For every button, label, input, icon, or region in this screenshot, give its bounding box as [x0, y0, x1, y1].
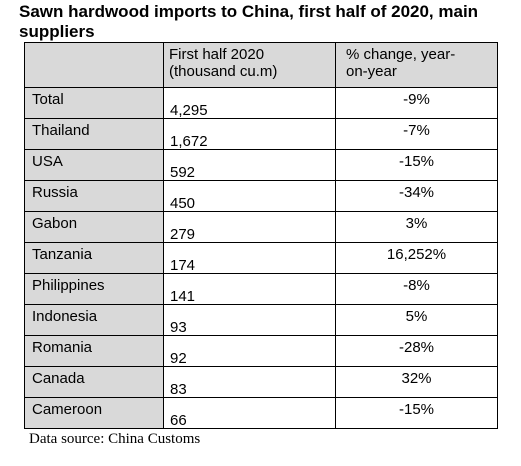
- country-cell: Total: [24, 87, 164, 119]
- country-cell: Cameroon: [24, 397, 164, 429]
- change-value: 3%: [405, 215, 428, 232]
- volume-cell: 1,672: [163, 118, 336, 150]
- volume-value: 83: [170, 381, 187, 398]
- change-value: -15%: [398, 153, 435, 170]
- volume-cell: 141: [163, 273, 336, 305]
- country-name: Gabon: [32, 215, 78, 232]
- volume-value: 592: [170, 164, 196, 181]
- volume-cell: 4,295: [163, 87, 336, 119]
- change-cell: 16,252%: [335, 242, 498, 274]
- change-cell: -15%: [335, 397, 498, 429]
- country-cell: Romania: [24, 335, 164, 367]
- table-row: Romania 92 -28%: [24, 335, 498, 367]
- change-cell: -28%: [335, 335, 498, 367]
- data-source-note: Data source: China Customs: [29, 431, 201, 447]
- table-row: Tanzania 174 16,252%: [24, 242, 498, 274]
- change-value: -7%: [403, 122, 430, 139]
- change-cell: 3%: [335, 211, 498, 243]
- change-value: 5%: [405, 308, 428, 325]
- volume-value: 141: [170, 288, 196, 305]
- volume-cell: 93: [163, 304, 336, 336]
- change-value: -9%: [403, 91, 430, 108]
- volume-value: 93: [170, 319, 187, 336]
- table-row: Total 4,295 -9%: [24, 87, 498, 119]
- table-row: Russia 450 -34%: [24, 180, 498, 212]
- change-cell: -7%: [335, 118, 498, 150]
- volume-cell: 92: [163, 335, 336, 367]
- change-value: 16,252%: [386, 246, 447, 263]
- country-name: Philippines: [32, 277, 105, 294]
- change-cell: -15%: [335, 149, 498, 181]
- country-cell: Gabon: [24, 211, 164, 243]
- imports-table: First half 2020 (thousand cu.m) % change…: [24, 42, 498, 429]
- document-title: Sawn hardwood imports to China, first ha…: [19, 2, 479, 41]
- country-cell: Philippines: [24, 273, 164, 305]
- table-header-row: First half 2020 (thousand cu.m) % change…: [24, 42, 498, 88]
- table-row: Gabon 279 3%: [24, 211, 498, 243]
- volume-value: 1,672: [170, 133, 208, 150]
- volume-value: 66: [170, 412, 187, 429]
- header-change: % change, year-on-year: [335, 42, 498, 88]
- volume-cell: 450: [163, 180, 336, 212]
- volume-value: 4,295: [170, 102, 208, 119]
- change-value: -15%: [398, 401, 435, 418]
- change-value: 32%: [401, 370, 432, 387]
- country-name: Romania: [32, 339, 93, 356]
- table-row: Cameroon 66 -15%: [24, 397, 498, 429]
- country-name: USA: [32, 153, 63, 170]
- country-cell: Indonesia: [24, 304, 164, 336]
- country-name: Total: [32, 91, 64, 108]
- table-row: Philippines 141 -8%: [24, 273, 498, 305]
- change-cell: -8%: [335, 273, 498, 305]
- change-cell: 32%: [335, 366, 498, 398]
- volume-value: 92: [170, 350, 187, 367]
- change-cell: -34%: [335, 180, 498, 212]
- header-country: [24, 42, 164, 88]
- volume-cell: 592: [163, 149, 336, 181]
- table-row: Thailand 1,672 -7%: [24, 118, 498, 150]
- change-cell: -9%: [335, 87, 498, 119]
- volume-value: 279: [170, 226, 196, 243]
- volume-value: 450: [170, 195, 196, 212]
- country-name: Thailand: [32, 122, 90, 139]
- country-name: Indonesia: [32, 308, 98, 325]
- change-cell: 5%: [335, 304, 498, 336]
- change-value: -34%: [398, 184, 435, 201]
- country-name: Russia: [32, 184, 78, 201]
- volume-cell: 83: [163, 366, 336, 398]
- country-cell: Tanzania: [24, 242, 164, 274]
- country-cell: Thailand: [24, 118, 164, 150]
- country-name: Tanzania: [32, 246, 93, 263]
- change-value: -8%: [403, 277, 430, 294]
- volume-cell: 66: [163, 397, 336, 429]
- header-volume: First half 2020 (thousand cu.m): [163, 42, 336, 88]
- volume-cell: 279: [163, 211, 336, 243]
- country-cell: Russia: [24, 180, 164, 212]
- table-row: Indonesia 93 5%: [24, 304, 498, 336]
- table-row: USA 592 -15%: [24, 149, 498, 181]
- country-cell: Canada: [24, 366, 164, 398]
- table-row: Canada 83 32%: [24, 366, 498, 398]
- volume-cell: 174: [163, 242, 336, 274]
- country-name: Canada: [32, 370, 85, 387]
- change-value: -28%: [398, 339, 435, 356]
- country-name: Cameroon: [32, 401, 103, 418]
- country-cell: USA: [24, 149, 164, 181]
- volume-value: 174: [170, 257, 196, 274]
